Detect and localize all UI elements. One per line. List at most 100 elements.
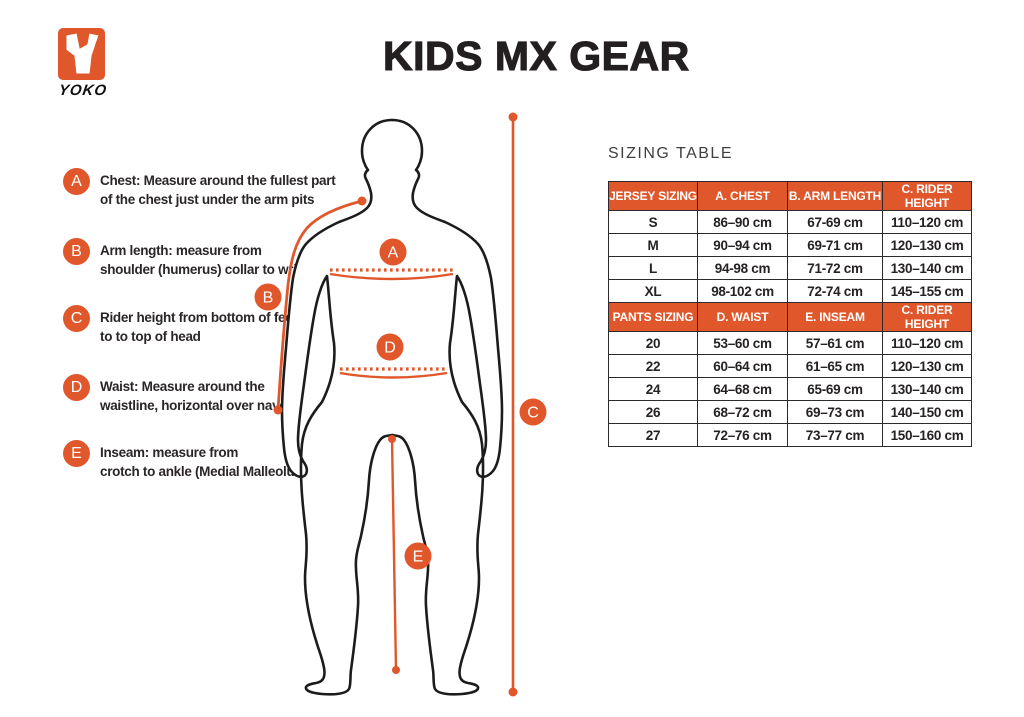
cell-rider-height: 140–150 cm	[882, 400, 972, 424]
cell-arm-length: 67-69 cm	[787, 210, 883, 234]
cell-inseam: 69–73 cm	[787, 400, 883, 424]
jersey-header-row: JERSEY SIZING A. CHEST B. ARM LENGTH C. …	[608, 181, 972, 211]
cell-arm-length: 72-74 cm	[787, 279, 883, 303]
pants-header-sizing: PANTS SIZING	[608, 302, 698, 332]
pants-row-20: 20 53–60 cm 57–61 cm 110–120 cm	[608, 331, 972, 355]
cell-size: S	[608, 210, 698, 234]
legend-line: crotch to ankle (Medial Malleolus)	[100, 464, 306, 479]
cell-arm-length: 69-71 cm	[787, 233, 883, 257]
pants-header-row: PANTS SIZING D. WAIST E. INSEAM C. RIDER…	[608, 302, 972, 332]
cell-waist: 60–64 cm	[697, 354, 788, 378]
cell-inseam: 61–65 cm	[787, 354, 883, 378]
cell-chest: 90–94 cm	[697, 233, 788, 257]
cell-rider-height: 120–130 cm	[882, 233, 972, 257]
legend-text-inseam: Inseam: measure from crotch to ankle (Me…	[100, 443, 306, 481]
svg-text:D: D	[384, 340, 396, 357]
legend-text-rider-height: Rider height from bottom of feet to to t…	[100, 308, 297, 346]
figure-marker-d: D	[376, 333, 404, 361]
cell-chest: 86–90 cm	[697, 210, 788, 234]
pants-row-22: 22 60–64 cm 61–65 cm 120–130 cm	[608, 354, 972, 378]
cell-waist: 64–68 cm	[697, 377, 788, 401]
height-measure-line	[508, 112, 518, 697]
cell-size: L	[608, 256, 698, 280]
jersey-row-m: M 90–94 cm 69-71 cm 120–130 cm	[608, 233, 972, 257]
sizing-table-heading: SIZING TABLE	[608, 145, 733, 162]
legend-line: Inseam: measure from	[100, 445, 239, 460]
chest-measure-line	[329, 268, 454, 281]
body-measurement-diagram: A B D C E	[254, 112, 547, 697]
legend-line: Waist: Measure around the	[100, 379, 265, 394]
brand-logo-text: YOKO	[57, 82, 109, 99]
cell-rider-height: 120–130 cm	[882, 354, 972, 378]
svg-text:C: C	[527, 405, 539, 422]
marker-badge-a: A	[63, 168, 90, 195]
sizing-table: JERSEY SIZING A. CHEST B. ARM LENGTH C. …	[608, 181, 972, 447]
inseam-measure-line	[388, 435, 400, 674]
jersey-header-arm-length: B. ARM LENGTH	[787, 181, 883, 211]
pants-header-inseam: E. INSEAM	[787, 302, 883, 332]
arm-measure-line	[273, 196, 367, 415]
svg-text:B: B	[263, 290, 274, 307]
legend-item-inseam: E Inseam: measure from crotch to ankle (…	[63, 440, 306, 481]
marker-badge-e: E	[63, 440, 90, 467]
cell-waist: 53–60 cm	[697, 331, 788, 355]
legend-item-chest: A Chest: Measure around the fullest part…	[63, 168, 336, 209]
legend-line: Rider height from bottom of feet	[100, 310, 297, 325]
cell-chest: 94-98 cm	[697, 256, 788, 280]
figure-marker-b: B	[254, 283, 282, 311]
yoko-logo-icon	[58, 28, 105, 80]
svg-text:E: E	[413, 549, 424, 566]
figure-marker-e: E	[404, 542, 432, 570]
pants-row-24: 24 64–68 cm 65-69 cm 130–140 cm	[608, 377, 972, 401]
body-silhouette-outline	[280, 118, 504, 696]
marker-badge-c: C	[63, 305, 90, 332]
pants-header-rider-height: C. RIDER HEIGHT	[882, 302, 972, 332]
waist-measure-line	[339, 367, 448, 379]
marker-badge-d: D	[63, 374, 90, 401]
figure-marker-a: A	[379, 238, 407, 266]
jersey-header-sizing: JERSEY SIZING	[608, 181, 698, 211]
cell-inseam: 57–61 cm	[787, 331, 883, 355]
legend-text-waist: Waist: Measure around the waistline, hor…	[100, 377, 290, 415]
cell-size: M	[608, 233, 698, 257]
legend-line: waistline, horizontal over navel	[100, 398, 290, 413]
cell-rider-height: 150–160 cm	[882, 423, 972, 447]
pants-row-27: 27 72–76 cm 73–77 cm 150–160 cm	[608, 423, 972, 447]
jersey-header-chest: A. CHEST	[697, 181, 788, 211]
legend-item-arm-length: B Arm length: measure from shoulder (hum…	[63, 238, 308, 279]
svg-text:A: A	[388, 245, 399, 262]
marker-badge-b: B	[63, 238, 90, 265]
cell-chest: 98-102 cm	[697, 279, 788, 303]
cell-waist: 72–76 cm	[697, 423, 788, 447]
brand-logo: YOKO	[55, 28, 115, 99]
cell-size: 22	[608, 354, 698, 378]
cell-size: 27	[608, 423, 698, 447]
legend-line: Chest: Measure around the fullest part	[100, 173, 336, 188]
cell-size: XL	[608, 279, 698, 303]
legend-item-rider-height: C Rider height from bottom of feet to to…	[63, 305, 297, 346]
legend-text-chest: Chest: Measure around the fullest part o…	[100, 171, 336, 209]
pants-row-26: 26 68–72 cm 69–73 cm 140–150 cm	[608, 400, 972, 424]
cell-inseam: 65-69 cm	[787, 377, 883, 401]
legend-text-arm-length: Arm length: measure from shoulder (humer…	[100, 241, 308, 279]
jersey-header-rider-height: C. RIDER HEIGHT	[882, 181, 972, 211]
cell-rider-height: 145–155 cm	[882, 279, 972, 303]
legend-item-waist: D Waist: Measure around the waistline, h…	[63, 374, 290, 415]
legend-line: to to top of head	[100, 329, 201, 344]
figure-marker-c: C	[519, 398, 547, 426]
cell-inseam: 73–77 cm	[787, 423, 883, 447]
legend-line: Arm length: measure from	[100, 243, 262, 258]
cell-rider-height: 130–140 cm	[882, 377, 972, 401]
cell-arm-length: 71-72 cm	[787, 256, 883, 280]
pants-header-waist: D. WAIST	[697, 302, 788, 332]
legend-line: shoulder (humerus) collar to wrist	[100, 262, 309, 277]
cell-size: 26	[608, 400, 698, 424]
page-title: KIDS MX GEAR	[382, 32, 690, 79]
legend-line: of the chest just under the arm pits	[100, 192, 315, 207]
cell-size: 20	[608, 331, 698, 355]
jersey-row-s: S 86–90 cm 67-69 cm 110–120 cm	[608, 210, 972, 234]
cell-rider-height: 110–120 cm	[882, 210, 972, 234]
cell-rider-height: 130–140 cm	[882, 256, 972, 280]
cell-rider-height: 110–120 cm	[882, 331, 972, 355]
